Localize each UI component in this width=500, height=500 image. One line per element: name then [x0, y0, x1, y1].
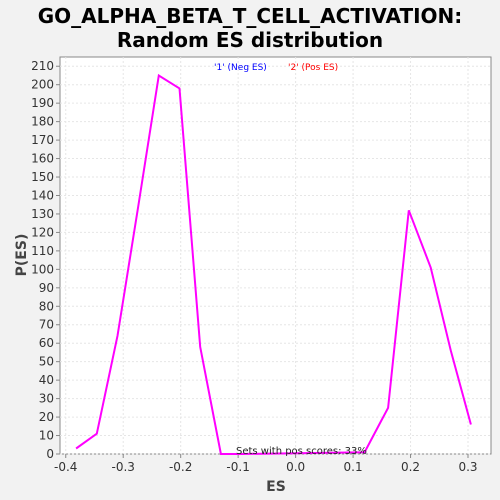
y-tick-label: 70 [39, 318, 54, 332]
y-axis-title: P(ES) [14, 234, 30, 277]
y-tick-label: 10 [39, 429, 54, 443]
chart-title: GO_ALPHA_BETA_T_CELL_ACTIVATION: Random … [0, 4, 500, 52]
y-tick-label: 180 [31, 115, 54, 129]
y-tick-label: 50 [39, 355, 54, 369]
x-tick-label: -0.3 [112, 460, 135, 474]
x-tick-label: 0.3 [458, 460, 477, 474]
y-tick-label: 170 [31, 133, 54, 147]
y-tick-label: 110 [31, 244, 54, 258]
y-tick-label: 20 [39, 410, 54, 424]
x-axis-ticks: -0.4 -0.3 -0.2 -0.1 0.0 0.1 0.2 0.3 [54, 454, 478, 474]
y-tick-label: 190 [31, 96, 54, 110]
chart-title-line-1: GO_ALPHA_BETA_T_CELL_ACTIVATION: [37, 4, 463, 28]
x-tick-label: -0.4 [54, 460, 77, 474]
legend-neg-es: '1' (Neg ES) [214, 63, 267, 73]
y-tick-label: 150 [31, 170, 54, 184]
series-layer [75, 73, 472, 455]
y-tick-label: 160 [31, 152, 54, 166]
chart-title-line-2: Random ES distribution [116, 28, 384, 52]
y-tick-label: 0 [46, 447, 54, 461]
y-tick-label: 90 [39, 281, 54, 295]
y-tick-label: 60 [39, 336, 54, 350]
y-tick-label: 40 [39, 373, 54, 387]
x-tick-label: -0.1 [226, 460, 249, 474]
legend-pos-es: '2' (Pos ES) [288, 63, 338, 73]
series-line [75, 73, 472, 455]
y-tick-label: 200 [31, 78, 54, 92]
y-tick-label: 210 [31, 59, 54, 73]
y-tick-label: 30 [39, 392, 54, 406]
y-tick-label: 130 [31, 207, 54, 221]
pos-scores-annotation: Sets with pos scores: 33% [236, 446, 367, 457]
x-axis-title: ES [266, 479, 286, 495]
y-tick-label: 120 [31, 225, 54, 239]
x-tick-label: 0.2 [401, 460, 420, 474]
x-tick-label: 0.0 [286, 460, 305, 474]
y-tick-label: 80 [39, 299, 54, 313]
y-axis-ticks: 0 10 20 30 40 50 60 70 80 90 100 110 120 130 140 150 160… [31, 59, 60, 461]
y-tick-label: 100 [31, 262, 54, 276]
plot-area [59, 56, 492, 455]
x-tick-label: 0.1 [344, 460, 363, 474]
y-tick-label: 140 [31, 188, 54, 202]
x-tick-label: -0.2 [169, 460, 192, 474]
